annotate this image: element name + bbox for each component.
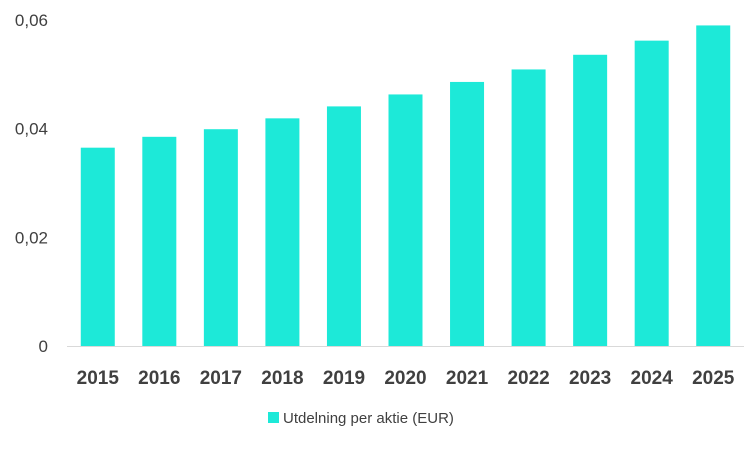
legend: Utdelning per aktie (EUR) <box>268 410 454 427</box>
bar-2025 <box>696 25 731 347</box>
x-tick-label: 2022 <box>507 368 549 389</box>
y-axis: 0 0,02 0,04 0,06 <box>15 11 48 356</box>
x-tick-label: 2016 <box>138 368 180 389</box>
bar-2020 <box>388 94 423 346</box>
x-tick-label: 2017 <box>200 368 242 389</box>
x-tick-label: 2025 <box>692 368 735 389</box>
bar-2018 <box>265 118 300 347</box>
bar-2023 <box>573 54 608 346</box>
bar-2024 <box>634 40 669 346</box>
bar-2019 <box>326 106 361 346</box>
x-tick-label: 2019 <box>323 368 365 389</box>
bars <box>80 25 731 347</box>
bar-2015 <box>80 147 115 346</box>
bar-2017 <box>203 129 238 346</box>
y-tick-label: 0 <box>39 337 48 356</box>
bar-2021 <box>450 81 485 346</box>
legend-label: Utdelning per aktie (EUR) <box>283 410 454 427</box>
bar-2016 <box>142 136 177 346</box>
x-tick-label: 2023 <box>569 368 611 389</box>
x-axis: 2015 2016 2017 2018 2019 2020 2021 2022 2023 2024… <box>77 368 735 389</box>
bar-2022 <box>511 69 546 347</box>
legend-swatch <box>268 412 279 423</box>
x-tick-label: 2020 <box>384 368 426 389</box>
x-tick-label: 2021 <box>446 368 489 389</box>
y-tick-label: 0,06 <box>15 11 48 30</box>
x-tick-label: 2024 <box>631 368 674 389</box>
x-tick-label: 2015 <box>77 368 120 389</box>
y-tick-label: 0,02 <box>15 228 48 247</box>
y-tick-label: 0,04 <box>15 120 48 139</box>
x-tick-label: 2018 <box>261 368 303 389</box>
